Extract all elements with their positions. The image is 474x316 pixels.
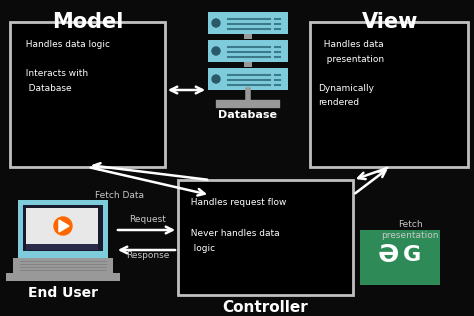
Text: Handles request flow

  Never handles data
   logic: Handles request flow Never handles data … — [185, 198, 286, 253]
Text: Controller: Controller — [222, 300, 308, 315]
Text: Handles data
   presentation

Dynamically
rendered: Handles data presentation Dynamically re… — [318, 40, 384, 107]
Text: Request: Request — [129, 216, 166, 224]
FancyBboxPatch shape — [13, 258, 113, 273]
FancyBboxPatch shape — [18, 200, 108, 258]
Circle shape — [212, 19, 220, 27]
Text: Fetch Data: Fetch Data — [95, 191, 145, 199]
FancyBboxPatch shape — [26, 244, 98, 250]
FancyBboxPatch shape — [208, 68, 288, 90]
Text: Ə: Ə — [377, 243, 399, 267]
FancyBboxPatch shape — [310, 22, 468, 167]
FancyBboxPatch shape — [178, 180, 353, 295]
Text: End User: End User — [28, 286, 98, 300]
Text: Fetch
presentation: Fetch presentation — [381, 220, 439, 240]
FancyBboxPatch shape — [208, 40, 288, 62]
Polygon shape — [59, 220, 69, 232]
Text: Database: Database — [219, 110, 277, 120]
FancyBboxPatch shape — [6, 273, 120, 281]
Text: View: View — [362, 12, 418, 32]
FancyBboxPatch shape — [208, 12, 288, 34]
FancyBboxPatch shape — [23, 205, 103, 251]
Text: Model: Model — [52, 12, 124, 32]
FancyBboxPatch shape — [244, 34, 252, 39]
Text: Handles data logic

  Interacts with
   Database: Handles data logic Interacts with Databa… — [20, 40, 110, 93]
Circle shape — [212, 47, 220, 55]
Text: G: G — [403, 245, 421, 265]
FancyBboxPatch shape — [244, 62, 252, 67]
FancyBboxPatch shape — [360, 230, 440, 285]
FancyBboxPatch shape — [26, 208, 98, 246]
Circle shape — [212, 75, 220, 83]
FancyBboxPatch shape — [10, 22, 165, 167]
Text: Response: Response — [126, 251, 170, 259]
Circle shape — [54, 217, 72, 235]
